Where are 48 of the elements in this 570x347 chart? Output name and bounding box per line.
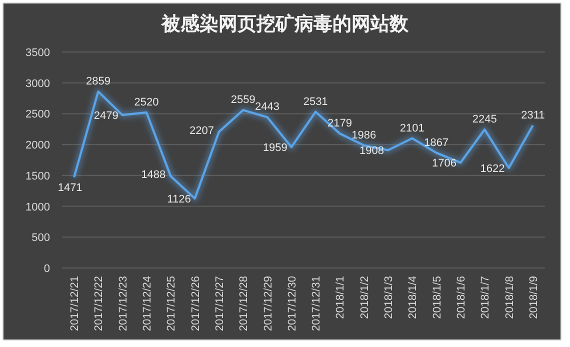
data-label: 2443	[255, 101, 280, 114]
data-label: 1706	[432, 158, 456, 170]
data-label: 1126	[167, 194, 191, 206]
data-label: 2479	[94, 110, 118, 122]
x-tick-label: 2017/12/28	[238, 276, 250, 332]
data-label: 2101	[400, 122, 424, 134]
y-tick-label: 1000	[26, 201, 50, 214]
y-tick-label: 0	[44, 263, 50, 275]
x-tick-label: 2017/12/24	[142, 276, 154, 332]
data-label: 2531	[303, 96, 328, 108]
data-label: 1986	[352, 129, 376, 142]
x-tick-label: 2018/1/5	[431, 276, 444, 319]
data-label: 1908	[360, 145, 384, 158]
x-tick-label: 2017/12/25	[166, 276, 178, 332]
x-tick-label: 2018/1/2	[358, 276, 371, 319]
data-label: 1867	[424, 136, 449, 149]
x-tick-label: 2018/1/1	[334, 276, 347, 319]
x-tick-label: 2017/12/29	[262, 276, 274, 332]
x-tick-label: 2017/12/21	[69, 276, 82, 332]
x-tick-label: 2018/1/6	[455, 276, 468, 319]
x-tick-label: 2018/1/3	[383, 276, 396, 319]
y-tick-label: 2500	[26, 108, 50, 121]
data-label: 2559	[230, 94, 256, 106]
data-label: 2245	[472, 113, 497, 126]
y-tick-label: 3000	[26, 78, 50, 90]
x-tick-label: 2017/12/30	[286, 276, 298, 332]
x-tick-label: 2018/1/4	[407, 276, 420, 319]
data-label: 2859	[86, 76, 110, 88]
y-tick-label: 3500	[26, 47, 50, 59]
y-tick-label: 2000	[26, 140, 50, 152]
x-tick-label: 2018/1/9	[528, 276, 540, 319]
x-tick-label: 2017/12/22	[93, 276, 106, 332]
data-label: 1959	[262, 142, 288, 154]
data-label: 2207	[189, 124, 214, 137]
y-tick-label: 500	[32, 232, 50, 244]
data-label: 1622	[480, 162, 505, 175]
x-tick-label: 2017/12/27	[214, 276, 226, 332]
data-label: 1488	[141, 169, 166, 182]
chart-title: 被感染网页挖矿病毒的网站数	[160, 13, 410, 35]
y-tick-label: 1500	[26, 170, 50, 182]
data-label: 1471	[58, 182, 82, 194]
data-label: 2520	[134, 96, 159, 108]
x-tick-label: 2017/12/31	[310, 276, 323, 332]
x-tick-label: 2017/12/26	[190, 276, 202, 332]
x-tick-label: 2018/1/7	[480, 276, 492, 319]
x-tick-label: 2018/1/8	[504, 276, 516, 319]
data-label: 2311	[521, 109, 545, 122]
x-tick-label: 2017/12/23	[117, 276, 130, 332]
